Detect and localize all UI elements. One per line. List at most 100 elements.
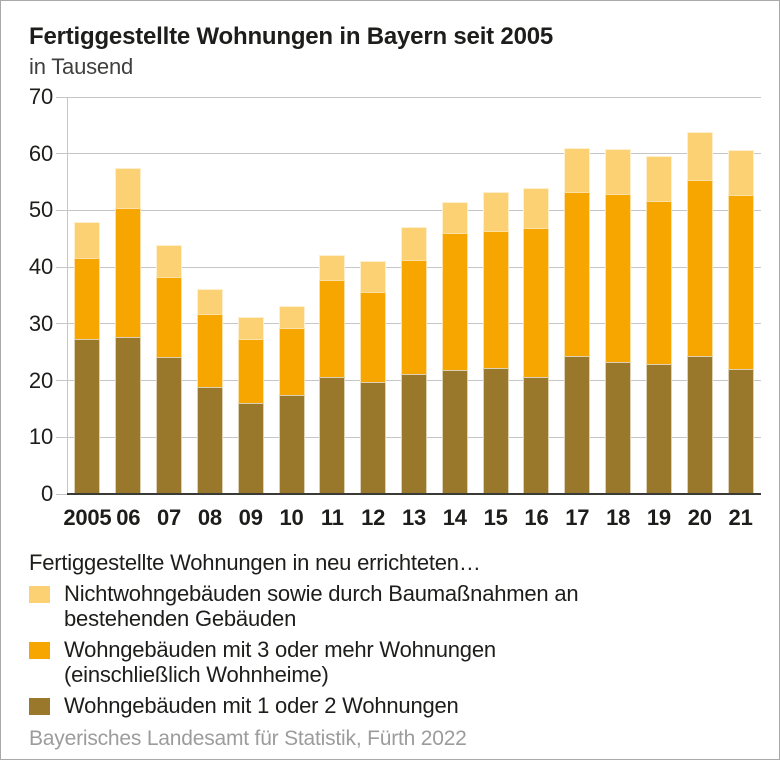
page-subtitle: in Tausend	[29, 54, 134, 79]
stacked-bar-17	[564, 148, 591, 494]
y-tick-mark	[56, 153, 67, 155]
bar-segment-series-0	[523, 377, 550, 494]
bar-segment-series-2	[115, 168, 142, 208]
bar-segment-series-0	[401, 373, 427, 494]
bar-segment-series-2	[645, 156, 672, 202]
y-axis-line	[67, 97, 68, 494]
y-tick-mark	[56, 266, 67, 268]
bar-segment-series-2	[605, 149, 632, 194]
bar-segment-series-0	[360, 382, 387, 494]
y-tick-label: 0	[40, 481, 53, 506]
bar-segment-series-1	[564, 191, 591, 356]
stacked-bar-12	[360, 261, 387, 494]
stacked-bar-15	[482, 191, 509, 494]
gridline	[67, 153, 761, 155]
bar-segment-series-0	[727, 369, 754, 494]
legend-swatch-orange	[29, 642, 50, 659]
x-axis-line	[67, 492, 761, 495]
bar-segment-series-1	[523, 228, 550, 378]
y-tick-label: 20	[28, 367, 53, 393]
bar-segment-series-1	[482, 230, 509, 369]
legend-swatch-light-yellow	[29, 586, 50, 603]
bar-segment-series-2	[564, 148, 591, 192]
y-tick-mark	[56, 96, 67, 98]
legend-item-1-oder-2: Wohngebäuden mit 1 oder 2 Wohnungen	[29, 693, 759, 718]
stacked-bar-09	[237, 316, 264, 494]
bar-segment-series-0	[74, 339, 101, 494]
bar-segment-series-2	[686, 131, 713, 181]
bar-segment-series-0	[319, 377, 346, 494]
legend-swatch-brown	[29, 698, 50, 715]
y-tick-mark	[56, 493, 67, 495]
legend-item-nichtwohngebaeude: Nichtwohngebäuden sowie durch Baumaßnahm…	[29, 581, 759, 631]
x-tick-label: 06	[116, 505, 141, 530]
stacked-bar-2005	[74, 221, 101, 494]
bar-segment-series-2	[196, 288, 223, 314]
stacked-bar-13	[401, 227, 427, 494]
x-tick-label: 14	[442, 505, 467, 530]
legend-title: Fertiggestellte Wohnungen in neu erricht…	[29, 550, 481, 575]
stacked-bar-10	[278, 306, 305, 494]
bar-segment-series-0	[156, 356, 183, 494]
legend-label-line: bestehenden Gebäuden	[64, 606, 297, 631]
x-tick-label: 11	[320, 505, 344, 530]
bar-segment-series-1	[74, 257, 101, 340]
bar-segment-series-1	[727, 194, 754, 370]
bar-segment-series-0	[605, 362, 632, 494]
bar-segment-series-2	[401, 227, 427, 261]
bar-segment-series-0	[115, 336, 142, 494]
stacked-bar-07	[156, 245, 183, 494]
x-tick-label: 07	[157, 505, 182, 530]
y-tick-label: 50	[28, 197, 53, 223]
bar-segment-series-1	[278, 327, 305, 395]
y-tick-label: 70	[28, 84, 53, 109]
y-tick-label: 30	[28, 310, 53, 336]
x-tick-label: 2005	[63, 505, 112, 530]
bar-segment-series-1	[605, 194, 632, 363]
bar-segment-series-2	[523, 188, 550, 229]
bar-segment-series-2	[237, 316, 264, 340]
bar-segment-series-1	[645, 201, 672, 364]
stacked-bar-20	[686, 131, 713, 494]
legend-item-3-oder-mehr: Wohngebäuden mit 3 oder mehr Wohnungen (…	[29, 637, 759, 687]
stacked-bar-06	[115, 168, 142, 494]
source-attribution: Bayerisches Landesamt für Statistik, Für…	[29, 727, 467, 750]
page-title: Fertiggestellte Wohnungen in Bayern seit…	[29, 23, 554, 50]
x-tick-label: 19	[646, 505, 671, 530]
bar-segment-series-2	[156, 245, 183, 278]
x-tick-label: 10	[279, 505, 304, 530]
bar-segment-series-2	[727, 149, 754, 195]
bar-segment-series-0	[196, 387, 223, 494]
legend-label-line: Wohngebäuden mit 1 oder 2 Wohnungen	[64, 693, 459, 718]
bar-segment-series-1	[237, 339, 264, 404]
x-tick-label: 13	[401, 505, 427, 530]
x-tick-label: 20	[687, 505, 712, 530]
legend-label-line: Wohngebäuden mit 3 oder mehr Wohnungen	[64, 637, 496, 662]
bar-segment-series-1	[156, 277, 183, 357]
stacked-bar-18	[605, 149, 632, 494]
bar-segment-series-2	[74, 221, 101, 258]
stacked-bar-16	[523, 188, 550, 494]
x-tick-label: 16	[524, 505, 549, 530]
plot-area: 0 10 20 30 40 50 60 70 2005 06 07 08 09 10 11 12 13 14 15 1…	[29, 85, 761, 530]
bar-segment-series-0	[645, 363, 672, 494]
x-tick-label: 17	[565, 505, 590, 530]
bar-segment-series-2	[319, 255, 346, 281]
x-tick-label: 18	[606, 505, 631, 530]
bar-segment-series-0	[564, 355, 591, 494]
bar-segment-series-1	[441, 233, 468, 370]
stacked-bar-11	[319, 255, 346, 494]
bar-segment-series-0	[278, 394, 305, 494]
legend-label-line: Nichtwohngebäuden sowie durch Baumaßnahm…	[64, 581, 579, 606]
y-tick-label: 40	[28, 254, 53, 280]
bar-segment-series-2	[360, 261, 387, 293]
stacked-bar-14	[441, 201, 468, 494]
bar-segment-series-0	[686, 355, 713, 494]
bar-segment-series-1	[360, 292, 387, 383]
x-tick-label: 08	[197, 505, 222, 530]
bar-segment-series-0	[237, 403, 264, 494]
legend: Fertiggestellte Wohnungen in neu erricht…	[29, 550, 759, 718]
bar-segment-series-0	[482, 368, 509, 494]
x-tick-label: 12	[361, 505, 386, 530]
